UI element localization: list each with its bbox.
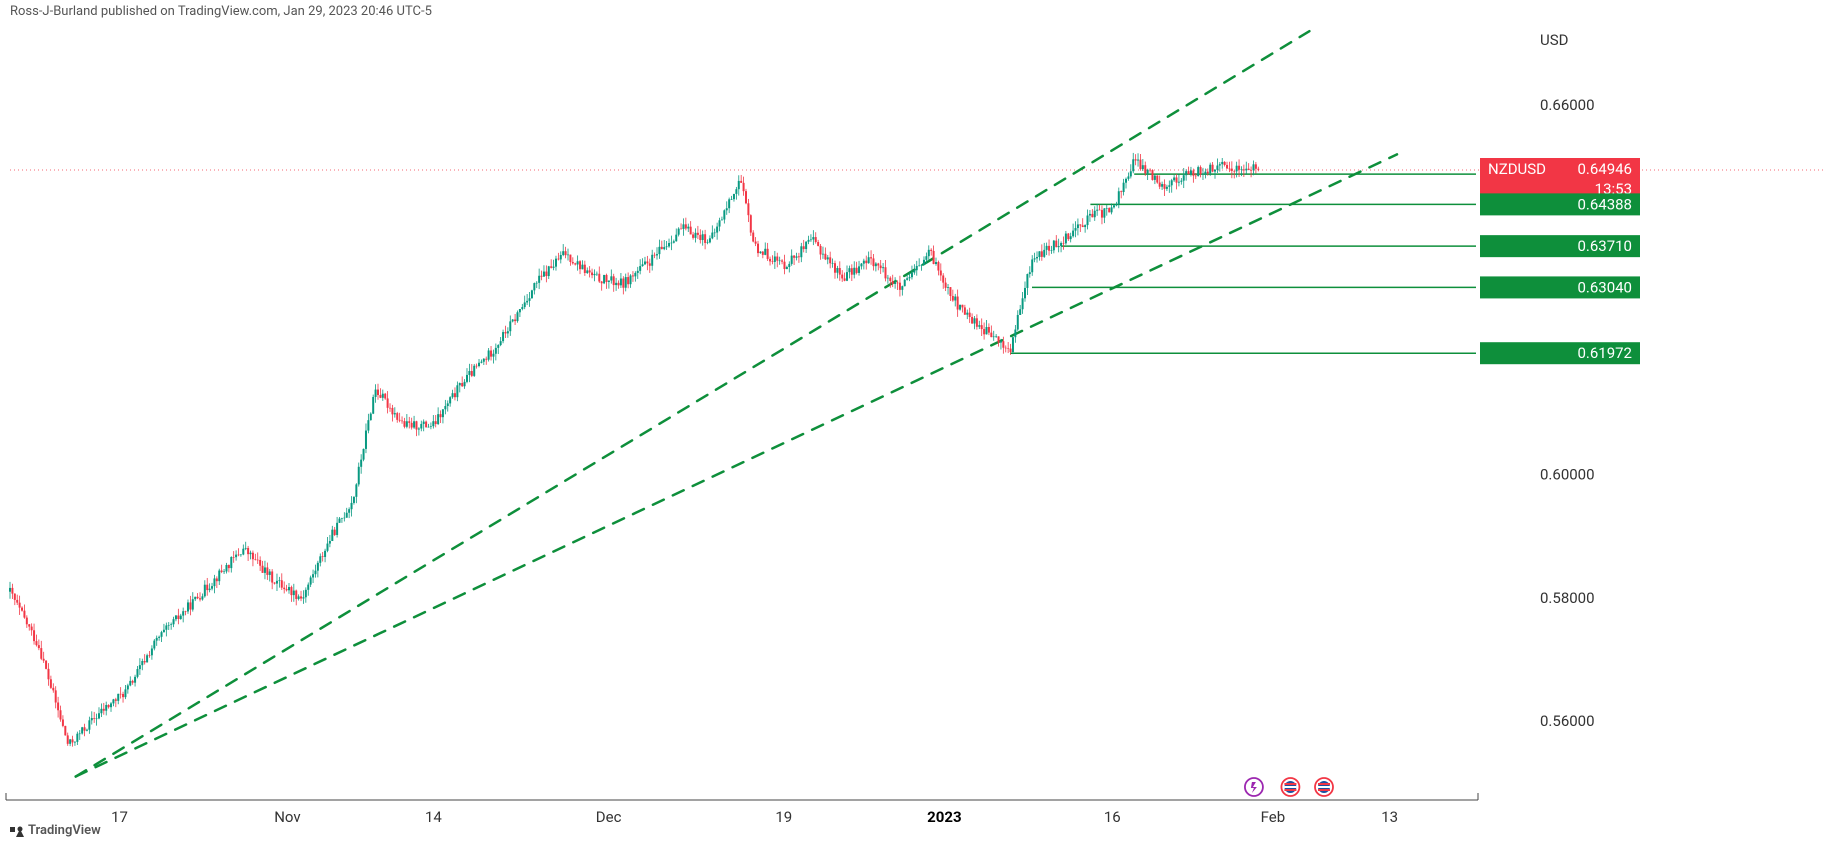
flag-icon[interactable] xyxy=(1315,778,1333,796)
price-chart[interactable]: 17 Nov 14 Dec 19 2023 16 Feb 13 USD 0.56000 0.5800… xyxy=(0,0,1823,844)
x-axis-label: 17 xyxy=(111,808,128,826)
y-axis-title: USD xyxy=(1540,31,1568,49)
svg-text:NZDUSD: NZDUSD xyxy=(1488,160,1546,178)
price-tag-level: 0.63710 xyxy=(1480,235,1640,257)
y-axis-label: 0.66000 xyxy=(1540,96,1595,114)
price-tag-current: NZDUSD0.6494613:53 xyxy=(1480,158,1640,198)
y-axis-label: 0.58000 xyxy=(1540,589,1595,607)
svg-text:0.63710: 0.63710 xyxy=(1577,237,1632,255)
x-axis-label: 19 xyxy=(775,808,792,826)
x-axis-label: 16 xyxy=(1104,808,1121,826)
watermark-text: TradingView xyxy=(28,823,101,838)
bolt-icon[interactable] xyxy=(1245,778,1263,796)
svg-text:0.64946: 0.64946 xyxy=(1577,160,1632,178)
price-tag-level: 0.61972 xyxy=(1480,342,1640,364)
svg-text:0.61972: 0.61972 xyxy=(1577,344,1632,362)
svg-text:0.64388: 0.64388 xyxy=(1577,195,1632,213)
watermark: TradingView xyxy=(10,823,101,838)
y-axis-label: 0.60000 xyxy=(1540,466,1595,484)
x-axis-label: Feb xyxy=(1261,808,1286,826)
x-axis-label: 14 xyxy=(425,808,442,826)
price-tag-level: 0.63040 xyxy=(1480,276,1640,298)
x-axis-label: Nov xyxy=(274,808,300,826)
x-axis-label: 2023 xyxy=(927,808,961,826)
x-axis-label: Dec xyxy=(596,808,622,826)
svg-text:0.63040: 0.63040 xyxy=(1577,278,1632,296)
flag-icon[interactable] xyxy=(1281,778,1299,796)
tradingview-logo-icon xyxy=(10,824,24,838)
y-axis-label: 0.56000 xyxy=(1540,712,1595,730)
x-axis-label: 13 xyxy=(1381,808,1398,826)
price-tag-level: 0.64388 xyxy=(1480,193,1640,215)
